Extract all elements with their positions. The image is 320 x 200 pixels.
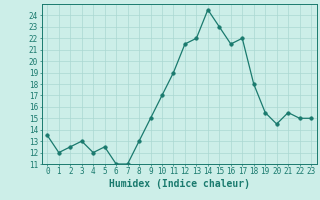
X-axis label: Humidex (Indice chaleur): Humidex (Indice chaleur) [109,179,250,189]
